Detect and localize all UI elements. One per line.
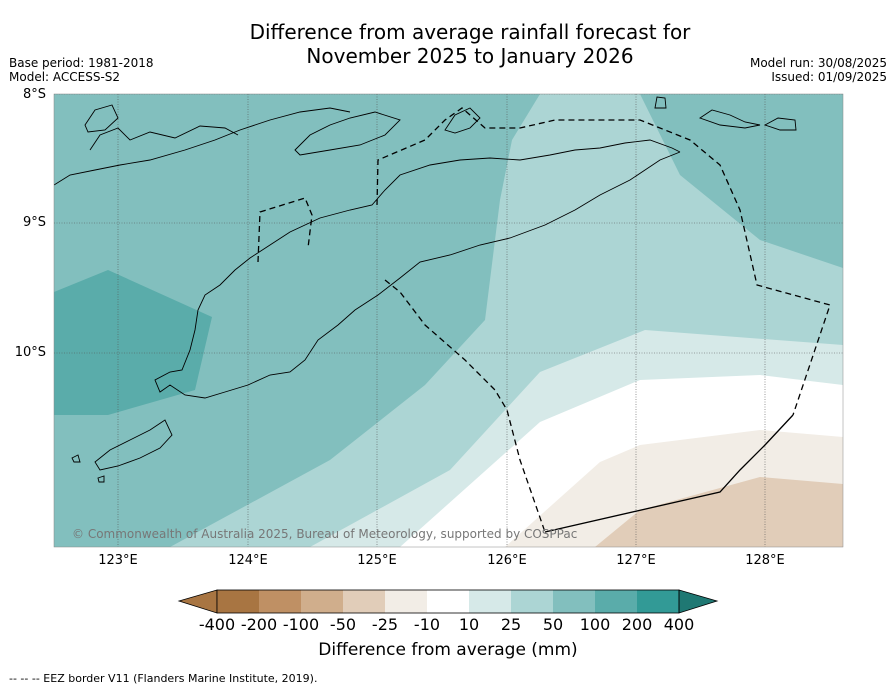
colorbar-label-2: -200 xyxy=(240,615,278,634)
solid-border xyxy=(544,414,794,533)
chart-title: Difference from average rainfall forecas… xyxy=(170,20,770,68)
issued-date: Issued: 01/09/2025 xyxy=(771,70,887,84)
colorbar-label-4: -50 xyxy=(329,615,357,634)
copyright-notice: © Commonwealth of Australia 2025, Bureau… xyxy=(72,527,578,541)
colorbar-swatch-10 xyxy=(595,590,637,613)
model-name: Model: ACCESS-S2 xyxy=(9,70,121,84)
colorbar-label-3: -100 xyxy=(282,615,320,634)
colorbar-label-6: -10 xyxy=(413,615,441,634)
colorbar-label-10: 100 xyxy=(579,615,611,634)
colorbar-label-8: 25 xyxy=(500,615,522,634)
colorbar-swatch-4 xyxy=(343,590,385,613)
meta-left: Base period: 1981-2018 Model: ACCESS-S2 xyxy=(9,56,154,84)
colorbar-swatch-8 xyxy=(511,590,553,613)
colorbar xyxy=(177,589,719,614)
colorbar-swatch-9 xyxy=(553,590,595,613)
colorbar-swatch-3 xyxy=(301,590,343,613)
lon-label-125e: 125°E xyxy=(357,553,397,568)
colorbar-swatch-1 xyxy=(217,590,259,613)
colorbar-label-7: 10 xyxy=(458,615,480,634)
title-line-2: November 2025 to January 2026 xyxy=(306,44,634,68)
colorbar-swatch-6 xyxy=(427,590,469,613)
colorbar-swatch-2 xyxy=(259,590,301,613)
lon-label-124e: 124°E xyxy=(228,553,268,568)
colorbar-label-12: 400 xyxy=(663,615,695,634)
colorbar-swatch-5 xyxy=(385,590,427,613)
eez-footnote: -- -- -- EEZ border V11 (Flanders Marine… xyxy=(9,672,318,685)
band-minus25-50 xyxy=(595,477,843,547)
base-period: Base period: 1981-2018 xyxy=(9,56,154,70)
colorbar-low-arrow xyxy=(177,589,218,614)
grid-lines xyxy=(54,94,843,547)
title-line-1: Difference from average rainfall forecas… xyxy=(249,20,691,44)
model-run: Model run: 30/08/2025 xyxy=(749,56,887,70)
lon-label-126e: 126°E xyxy=(487,553,527,568)
colorbar-swatch-7 xyxy=(469,590,511,613)
colorbar-label-1: -400 xyxy=(198,615,236,634)
map-area xyxy=(54,94,843,547)
map-frame xyxy=(53,93,844,548)
lon-label-123e: 123°E xyxy=(98,553,138,568)
lat-label-10s: 10°S xyxy=(14,345,46,360)
colorbar-label-11: 200 xyxy=(621,615,653,634)
colorbar-label-9: 50 xyxy=(542,615,564,634)
meta-right: Model run: 30/08/2025 Issued: 01/09/2025 xyxy=(750,56,887,84)
colorbar-swatch-11 xyxy=(637,590,679,613)
colorbar-label-5: -25 xyxy=(371,615,399,634)
lat-label-8s: 8°S xyxy=(22,87,46,102)
lon-label-128e: 128°E xyxy=(745,553,785,568)
lat-label-9s: 9°S xyxy=(22,215,46,230)
lon-label-127e: 127°E xyxy=(616,553,656,568)
colorbar-title: Difference from average (mm) xyxy=(318,640,578,660)
colorbar-high-arrow xyxy=(678,589,719,614)
band-100-200 xyxy=(54,270,212,415)
eez-borders xyxy=(257,107,831,533)
colorbar-frame xyxy=(216,589,680,614)
coastlines xyxy=(54,96,797,483)
